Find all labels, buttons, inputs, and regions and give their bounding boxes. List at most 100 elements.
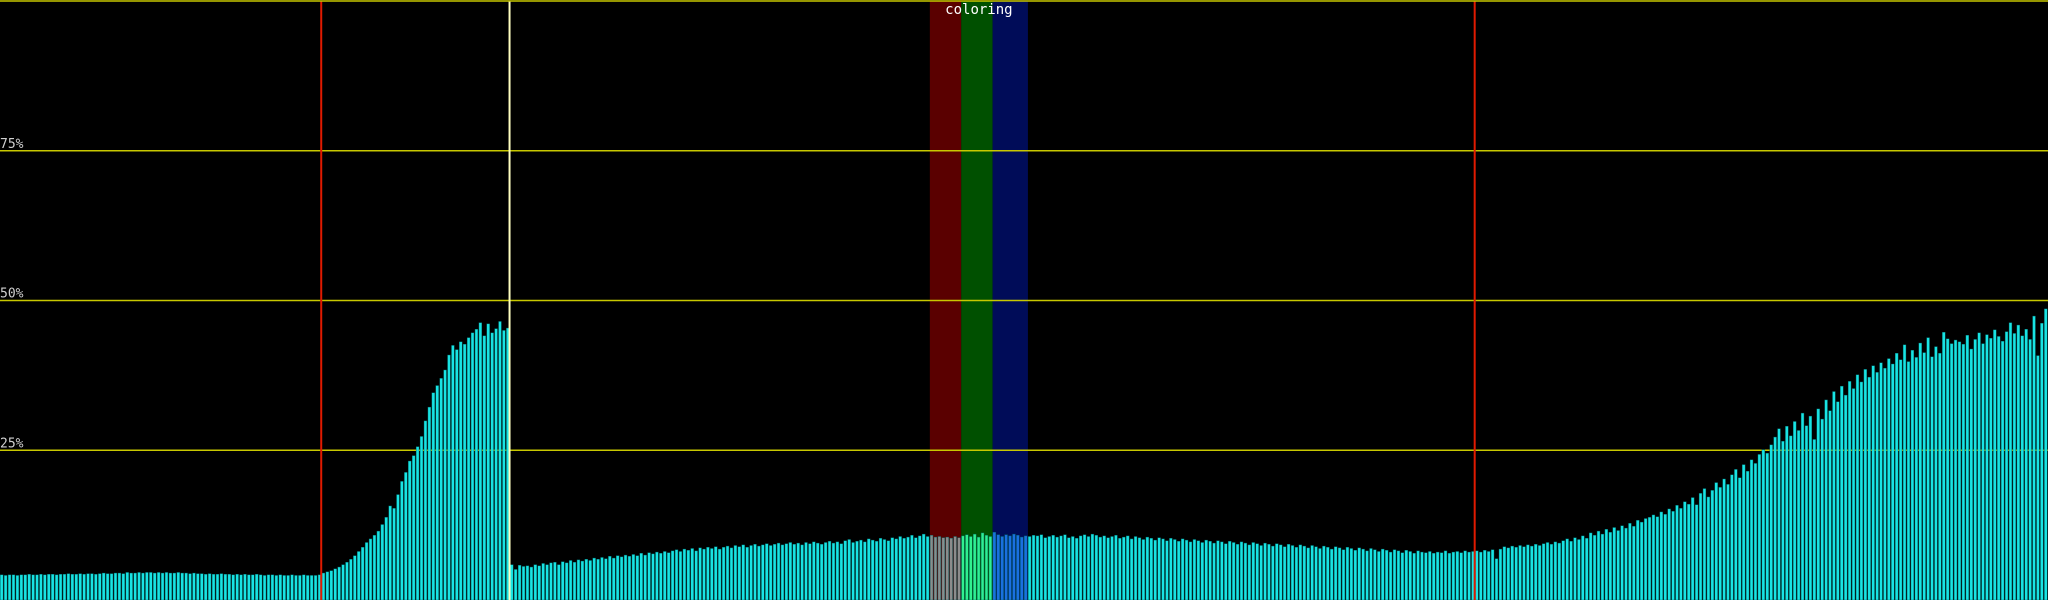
bar bbox=[922, 533, 926, 600]
bar bbox=[160, 572, 165, 600]
bar bbox=[1683, 501, 1687, 600]
bar bbox=[690, 548, 694, 600]
bar bbox=[1651, 514, 1656, 600]
bar bbox=[1184, 539, 1189, 600]
bar bbox=[1851, 388, 1856, 600]
bar bbox=[1502, 546, 1506, 600]
bar bbox=[1361, 548, 1365, 600]
bar bbox=[1369, 548, 1373, 600]
bar bbox=[1420, 551, 1424, 600]
bar bbox=[820, 544, 824, 600]
bar bbox=[1671, 511, 1675, 600]
bar bbox=[1910, 350, 1915, 600]
bar bbox=[419, 436, 424, 600]
bar bbox=[1106, 537, 1110, 600]
bar bbox=[482, 335, 486, 600]
bar bbox=[725, 545, 730, 600]
bar bbox=[1388, 551, 1393, 600]
bar bbox=[1797, 430, 1801, 600]
bar bbox=[1047, 536, 1051, 600]
bar bbox=[439, 378, 443, 600]
bar bbox=[435, 385, 439, 600]
bar bbox=[980, 532, 985, 600]
y-tick-label: 25% bbox=[0, 436, 24, 451]
bar bbox=[286, 575, 290, 600]
bar bbox=[294, 575, 298, 600]
bar bbox=[537, 565, 541, 600]
bar bbox=[1494, 558, 1499, 600]
bar bbox=[1090, 533, 1095, 600]
bar bbox=[361, 547, 365, 600]
bar bbox=[466, 337, 471, 600]
bar bbox=[588, 560, 592, 600]
bar bbox=[796, 542, 800, 600]
bar bbox=[117, 572, 122, 600]
bar bbox=[1035, 535, 1040, 600]
bar bbox=[1208, 541, 1212, 600]
bar bbox=[1043, 537, 1047, 600]
bar bbox=[94, 574, 98, 600]
bar bbox=[2044, 308, 2048, 600]
bar bbox=[70, 574, 74, 600]
bar bbox=[1177, 541, 1181, 600]
bar bbox=[1746, 471, 1750, 600]
bar bbox=[329, 570, 333, 600]
bar bbox=[388, 505, 392, 600]
bar bbox=[266, 574, 271, 600]
bar bbox=[1573, 537, 1577, 600]
bar bbox=[2004, 331, 2009, 600]
bar bbox=[1008, 535, 1012, 600]
bar bbox=[290, 574, 294, 600]
bar bbox=[1981, 343, 1985, 600]
bar bbox=[1561, 540, 1565, 600]
bar bbox=[310, 575, 314, 600]
bar bbox=[1640, 521, 1644, 600]
bar bbox=[1098, 536, 1102, 600]
bar bbox=[1322, 545, 1326, 600]
bar bbox=[412, 455, 416, 600]
bar bbox=[1157, 537, 1161, 600]
bar bbox=[902, 538, 906, 600]
bar bbox=[1989, 338, 1993, 600]
bar bbox=[1616, 530, 1620, 600]
bar bbox=[1899, 359, 1903, 600]
bar bbox=[859, 539, 863, 600]
bar bbox=[1341, 549, 1346, 600]
bar bbox=[863, 541, 867, 600]
y-tick-label: 50% bbox=[0, 287, 24, 302]
bar bbox=[1031, 535, 1036, 600]
bar bbox=[1330, 548, 1334, 600]
bar bbox=[1263, 542, 1267, 600]
bar bbox=[1569, 541, 1573, 600]
bar bbox=[204, 574, 208, 600]
bar bbox=[698, 547, 702, 600]
bar bbox=[619, 556, 624, 600]
bar bbox=[1239, 541, 1244, 600]
bar bbox=[1887, 358, 1891, 600]
bar bbox=[1659, 511, 1663, 600]
bar bbox=[1875, 372, 1879, 600]
bar bbox=[1082, 534, 1087, 600]
bar bbox=[1235, 544, 1240, 600]
bar bbox=[1534, 544, 1538, 600]
bar bbox=[270, 574, 275, 600]
bar bbox=[1867, 376, 1871, 600]
bar bbox=[1467, 551, 1471, 600]
bar bbox=[749, 545, 753, 600]
bar bbox=[1883, 367, 1887, 600]
bar bbox=[1267, 544, 1271, 600]
bar bbox=[1490, 549, 1495, 600]
bar bbox=[702, 548, 706, 600]
bar bbox=[1691, 497, 1695, 600]
bar bbox=[1538, 545, 1542, 600]
bar bbox=[682, 548, 686, 600]
bar bbox=[400, 481, 404, 600]
bar bbox=[345, 562, 349, 600]
bar bbox=[773, 544, 777, 600]
bar bbox=[1436, 551, 1440, 600]
bar bbox=[1895, 353, 1899, 600]
bar bbox=[1102, 535, 1106, 600]
bar bbox=[847, 539, 851, 600]
bar bbox=[129, 572, 133, 600]
